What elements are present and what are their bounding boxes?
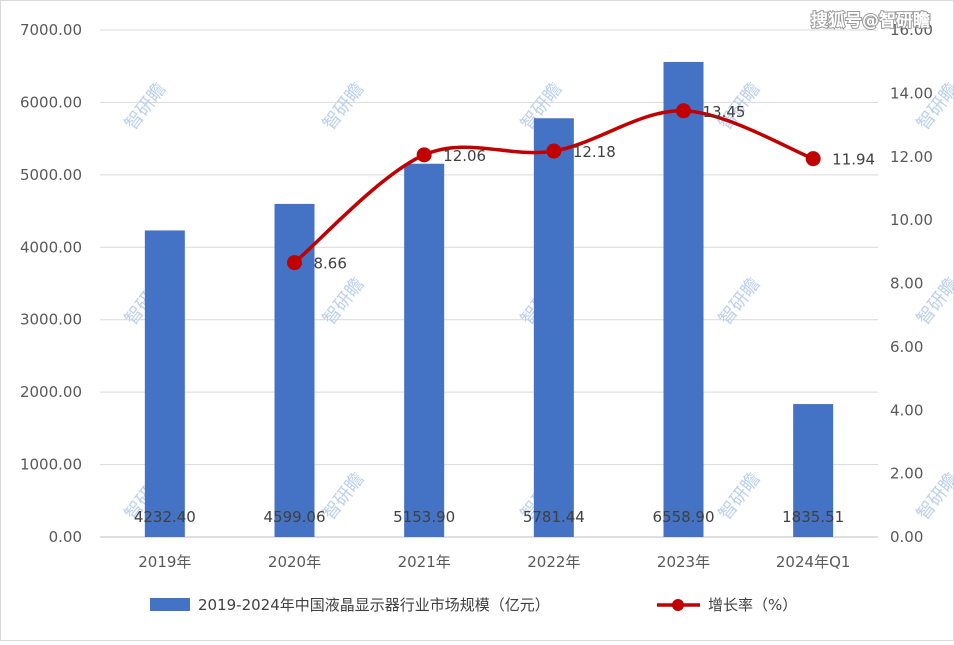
y-right-tick-label: 6.00 (890, 338, 923, 356)
x-tick-label: 2020年 (268, 553, 321, 571)
bar-value-label: 4599.06 (263, 508, 325, 526)
y-right-tick-label: 14.00 (890, 84, 933, 102)
growth-rate-point (287, 255, 302, 271)
x-tick-label: 2019年 (138, 553, 191, 571)
y-right-tick-label: 4.00 (890, 401, 923, 419)
y-right-tick-label: 2.00 (890, 465, 923, 483)
bar-value-label: 5781.44 (523, 508, 585, 526)
axes: 0.00 1000.00 2000.00 3000.00 4000.00 5000.00 6… (20, 21, 933, 571)
growth-rate-point (676, 103, 691, 119)
y-left-tick-label: 5000.00 (20, 166, 82, 184)
bar-value-label: 1835.51 (782, 508, 844, 526)
x-tick-label: 2024年Q1 (776, 553, 851, 571)
y-right-tick-label: 10.00 (890, 211, 933, 229)
growth-rate-label: 12.18 (573, 143, 616, 161)
bar (793, 404, 834, 537)
growth-rate-label: 8.66 (314, 255, 347, 273)
bar-series: 4232.40 4599.06 5153.90 5781.44 6558.90 1835.… (134, 61, 844, 538)
growth-rate-point (805, 151, 821, 167)
bar (404, 163, 445, 537)
y-left-tick-label: 2000.00 (20, 383, 82, 401)
y-left-tick-label: 3000.00 (20, 311, 82, 329)
y-left-tick-label: 1000.00 (20, 456, 82, 474)
bar-value-label: 6558.90 (652, 508, 714, 526)
corner-watermark: 搜狐号@智研瞻 (811, 10, 930, 31)
bar (144, 230, 185, 537)
gridlines (100, 29, 878, 538)
growth-rate-label: 11.94 (832, 151, 875, 169)
growth-rate-point (416, 147, 432, 163)
bar (533, 118, 574, 538)
x-tick-label: 2021年 (398, 553, 451, 571)
x-tick-label: 2022年 (527, 553, 580, 571)
legend-line-marker (672, 599, 684, 611)
y-right-tick-label: 16.00 (890, 21, 933, 39)
y-right-tick-label: 12.00 (890, 148, 933, 166)
legend-line-label: 增长率（%） (708, 596, 797, 614)
y-left-tick-label: 0.00 (49, 528, 82, 546)
y-left-tick-label: 7000.00 (20, 21, 82, 39)
growth-rate-label: 12.06 (443, 147, 486, 165)
y-left-tick-label: 4000.00 (20, 238, 82, 256)
legend: 2019-2024年中国液晶显示器行业市场规模（亿元） 增长率（%） (150, 596, 797, 614)
bar (663, 61, 704, 537)
bar-value-label: 4232.40 (134, 508, 196, 526)
legend-bar-label: 2019-2024年中国液晶显示器行业市场规模（亿元） (198, 596, 550, 614)
bar (274, 203, 315, 537)
legend-bar-swatch (150, 598, 190, 611)
growth-rate-point (546, 143, 562, 159)
growth-rate-label: 13.45 (703, 103, 746, 121)
y-right-tick-label: 0.00 (890, 528, 923, 546)
bar-value-label: 5153.90 (393, 508, 455, 526)
y-left-tick-label: 6000.00 (20, 93, 82, 111)
x-tick-label: 2023年 (657, 553, 710, 571)
line-series: 8.66 12.06 12.18 13.45 11.94 (287, 103, 875, 273)
y-right-tick-label: 8.00 (890, 275, 923, 293)
